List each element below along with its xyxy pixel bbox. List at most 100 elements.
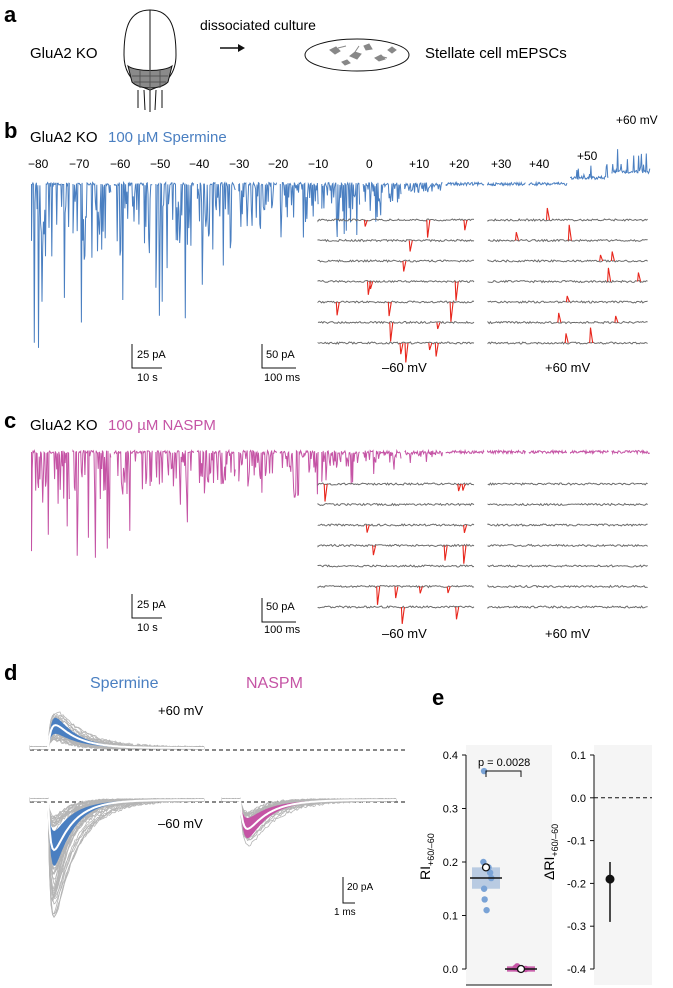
inset-event: [428, 342, 433, 351]
epsc-mean-trace: [30, 724, 204, 749]
inset-trace: [317, 279, 475, 284]
inset-event: [418, 586, 423, 594]
y-tick-label: 0.1: [443, 911, 458, 923]
ramp-segment: [279, 449, 319, 498]
inset-trace: [487, 218, 648, 222]
ramp-segment: [72, 181, 112, 323]
inset-trace: [487, 482, 648, 486]
epsc-grey-trace: [29, 797, 205, 835]
genotype-label-b: GluA2 KO: [30, 129, 98, 146]
y-tick-label: 0.1: [571, 750, 586, 762]
ramp-segment: [321, 181, 361, 238]
inset-event: [545, 207, 551, 221]
inset-event: [399, 342, 404, 355]
arrow-icon: [220, 44, 245, 52]
inset-event: [434, 342, 439, 357]
inset-event: [457, 483, 462, 492]
ramp-segment: [611, 149, 651, 175]
inset-event: [372, 545, 377, 556]
inset-event: [567, 224, 572, 241]
epsc-traces-neg60-spermine: [29, 797, 205, 919]
inset-event: [365, 524, 370, 533]
mean-marker: [481, 863, 491, 872]
inset-trace: [317, 523, 475, 527]
inset-event: [564, 333, 569, 344]
drug-label-naspm: 100 µM NASPM: [108, 417, 216, 434]
ramp-segment: [445, 448, 485, 455]
y-tick-label: -0.2: [567, 878, 586, 890]
inset-event: [610, 251, 615, 262]
inset-trace: [487, 523, 648, 527]
svg-text:10 s: 10 s: [137, 622, 158, 634]
ramp-segment: [528, 180, 568, 187]
ramp-segment: [155, 449, 195, 523]
inset-event: [394, 586, 399, 599]
ramp-segment: [113, 449, 153, 531]
inset-event: [446, 586, 451, 594]
voltage-label: −70: [69, 157, 90, 171]
inset-trace: [487, 584, 648, 589]
voltage-label: −50: [150, 157, 171, 171]
inset-event: [369, 281, 374, 290]
inset-label-left-c: –60 mV: [382, 626, 427, 641]
panel-letter-d: d: [4, 660, 17, 685]
panel-letter-a: a: [4, 2, 17, 27]
inset-event: [589, 327, 594, 344]
data-point: [486, 869, 494, 876]
inset-trace: [487, 543, 648, 548]
ramp-segment: [570, 448, 609, 456]
inset-event: [436, 322, 441, 330]
scale-bar-slow-b: 25 pA 10 s: [131, 344, 166, 384]
voltage-label: −20: [268, 157, 289, 171]
inset-label-left-b: –60 mV: [382, 360, 427, 375]
readout-label: Stellate cell mEPSCs: [425, 45, 567, 62]
ramp-segment: [31, 449, 70, 552]
inset-event: [514, 232, 520, 241]
voltage-label: −40: [189, 157, 210, 171]
effect-estimate: [605, 874, 615, 884]
ramp-segment: [404, 448, 443, 464]
voltage-label: −10: [308, 157, 329, 171]
epsc-sd-band: [30, 717, 204, 748]
ramp-segment: [362, 448, 402, 475]
ramp-segment: [487, 448, 526, 456]
inset-event: [376, 586, 381, 605]
ramp-segment: [528, 448, 568, 455]
inset-event: [599, 254, 604, 262]
ramp-segment: [238, 181, 278, 229]
inset-traces-naspm: [317, 482, 648, 624]
plot-background: [594, 745, 652, 985]
inset-event: [455, 606, 460, 620]
ramp-segment: [611, 449, 651, 456]
p-value-label: p = 0.0028: [478, 757, 530, 769]
inset-trace: [317, 502, 475, 507]
inset-trace: [487, 259, 648, 263]
inset-event: [614, 315, 619, 323]
inset-trace: [487, 341, 648, 345]
y-tick-label: 0.4: [443, 750, 458, 762]
voltage-label: +40: [529, 157, 550, 171]
voltage-label: +60 mV: [616, 113, 658, 127]
voltage-labels-b: −80 −70 −60 −50 −40 −30 −20 −10 0 +10 +20 +30 +40 +50…: [28, 113, 658, 171]
ramp-segment: [72, 449, 112, 558]
inset-trace: [487, 502, 648, 507]
ramp-segment: [155, 181, 195, 319]
y-tick-label: 0.0: [571, 793, 586, 805]
inset-event: [461, 483, 466, 491]
epsc-sd-band: [30, 800, 204, 866]
inset-traces-spermine: [317, 207, 648, 363]
svg-text:50 pA: 50 pA: [266, 349, 295, 361]
panel-letter-c: c: [4, 408, 16, 433]
inset-event: [402, 260, 407, 272]
y-tick-label: 0.2: [443, 857, 458, 869]
voltage-label: −60: [110, 157, 131, 171]
data-point: [483, 906, 490, 914]
ri-plot: 0.00.10.20.30.4RI+60/–60SpmNASPMp = 0.00…: [417, 745, 552, 986]
inset-trace: [317, 259, 475, 263]
drug-label-spermine: 100 µM Spermine: [108, 129, 227, 146]
inset-event: [335, 301, 340, 316]
ramp-segment: [238, 449, 278, 493]
inset-trace: [317, 543, 475, 548]
inset-trace: [317, 300, 475, 304]
delta-ri-plot: 0.1 0.0 -0.1 -0.2 -0.3 -0.4 ΔRI+60/–60: [541, 745, 652, 985]
